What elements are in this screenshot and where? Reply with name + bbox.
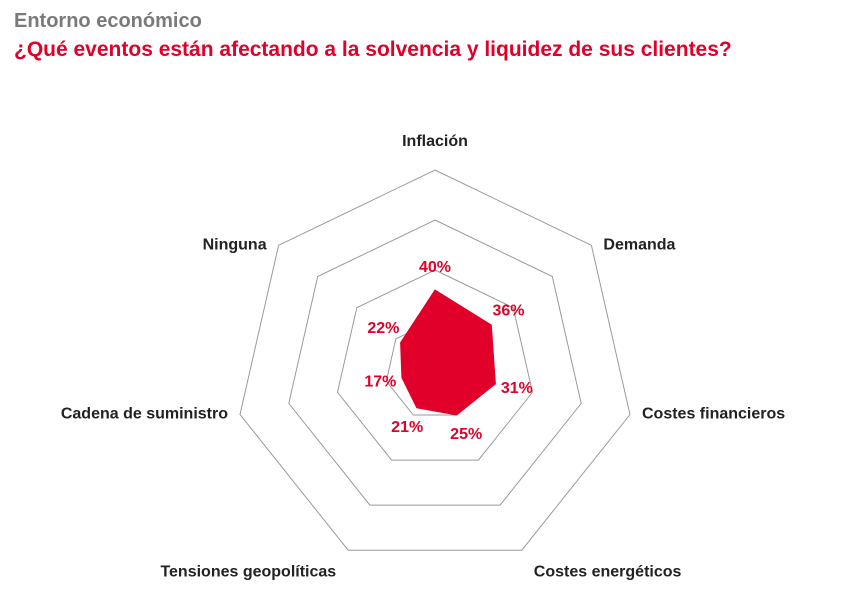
value-label-costes-energeticos: 25% (450, 426, 482, 443)
radar-grid (239, 169, 631, 551)
axis-label-inflacion: Inflación (402, 133, 468, 150)
section-kicker: Entorno económico (14, 10, 202, 32)
value-label-demanda: 36% (492, 303, 524, 320)
value-label-inflacion: 40% (419, 259, 451, 276)
value-label-cadena-de-suministro: 17% (364, 374, 396, 391)
axis-label-costes-financieros: Costes financieros (642, 406, 785, 423)
axis-label-cadena-de-suministro: Cadena de suministro (61, 406, 228, 423)
chart-header: Entorno económico ¿Qué eventos están afe… (14, 8, 732, 64)
radar-data (400, 289, 496, 416)
axis-label-ninguna: Ninguna (203, 237, 267, 254)
grid-ring-3 (288, 219, 582, 506)
axis-label-demanda: Demanda (603, 237, 675, 254)
value-label-tensiones-geopoliticas: 21% (391, 419, 423, 436)
value-label-ninguna: 22% (367, 320, 399, 337)
data-area (400, 289, 496, 416)
grid-ring-2 (336, 269, 534, 461)
value-label-costes-financieros: 31% (501, 380, 533, 397)
axis-label-costes-energeticos: Costes energéticos (534, 563, 682, 580)
axis-label-tensiones-geopoliticas: Tensiones geopolíticas (160, 563, 336, 580)
radar-labels: Inflación Demanda Costes financieros Costes… (61, 133, 785, 580)
chart-title: ¿Qué eventos están afectando a la solven… (14, 38, 732, 61)
grid-ring-4 (239, 169, 631, 551)
